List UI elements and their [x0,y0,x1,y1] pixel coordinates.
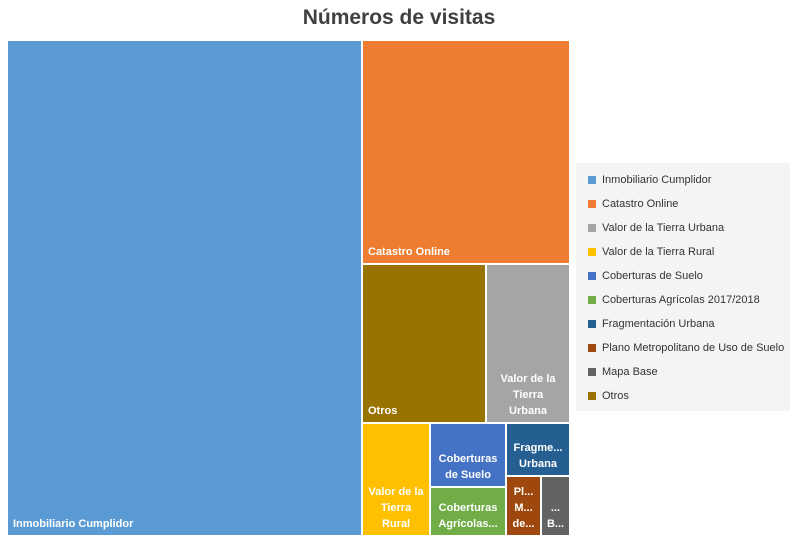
treemap-label-line: Coberturas [439,453,498,465]
legend-swatch [588,272,596,280]
legend-swatch [588,224,596,232]
treemap-tile-plano[interactable] [507,477,540,535]
treemap-label-valor-urbana: Valor de la Tierra Urbana [500,373,556,417]
treemap-tile-valor-urbana[interactable] [487,265,569,422]
chart-title: Números de visitas [302,6,496,29]
treemap-label-line: Tierra [381,502,412,514]
legend-item-fragmentacion[interactable]: Fragmentación Urbana [588,316,715,332]
treemap-tile-inmobiliario[interactable] [8,41,361,535]
treemap-label-catastro: Catastro Online [368,246,450,258]
treemap-label-otros: Otros [368,405,397,417]
treemap-tile-valor-rural[interactable] [363,424,429,535]
treemap-label-valor-rural: Valor de la Tierra Rural [368,486,424,530]
treemap-tile-coberturas-agricolas[interactable] [431,488,505,535]
treemap-tile-coberturas-suelo[interactable] [431,424,505,486]
treemap-label-line: Inmobiliario Cumplidor [13,518,134,530]
legend-label: Valor de la Tierra Rural [602,246,715,258]
legend-swatch [588,344,596,352]
legend-label: Valor de la Tierra Urbana [602,222,725,234]
treemap-label-inmobiliario: Inmobiliario Cumplidor [13,518,134,530]
treemap-tile-catastro[interactable] [363,41,569,263]
treemap-label-line: Otros [368,405,397,417]
legend-swatch [588,200,596,208]
legend-swatch [588,248,596,256]
treemap-label-line: Agrícolas... [438,518,497,530]
treemap-label-line: M... [514,502,532,514]
treemap-label-coberturas-suelo: Coberturas de Suelo [439,453,498,481]
treemap-label-mapa-base: ... B... [547,502,564,530]
treemap-label-line: de Suelo [445,469,491,481]
legend-label: Inmobiliario Cumplidor [602,174,712,186]
treemap-label-line: Pl... [514,486,534,498]
treemap-label-line: Urbana [509,405,548,417]
legend-item-otros[interactable]: Otros [588,388,629,404]
treemap-label-line: de... [512,518,534,530]
treemap-tile-otros[interactable] [363,265,485,422]
legend-swatch [588,392,596,400]
legend-label: Otros [602,390,629,402]
legend-label: Mapa Base [602,366,658,378]
treemap-label-coberturas-agricolas: Coberturas Agrícolas... [438,502,497,530]
legend-swatch [588,296,596,304]
treemap-tile-fragmentacion[interactable] [507,424,569,475]
treemap-label-line: B... [547,518,564,530]
legend-swatch [588,176,596,184]
legend-item-valor-urbana[interactable]: Valor de la Tierra Urbana [588,220,724,236]
treemap-label-line: ... [551,502,560,514]
legend-label: Fragmentación Urbana [602,318,715,330]
treemap-label-line: Catastro Online [368,246,450,258]
legend-swatch [588,368,596,376]
legend-label: Coberturas de Suelo [602,270,703,282]
legend-label: Coberturas Agrícolas 2017/2018 [602,294,760,306]
chart-legend: Inmobiliario Cumplidor Catastro Online Val… [576,163,790,411]
legend-item-plano[interactable]: Plano Metropolitano de Uso de Suelo [588,340,784,356]
treemap-label-fragmentacion: Fragme... Urbana [514,442,563,470]
legend-item-inmobiliario[interactable]: Inmobiliario Cumplidor [588,172,711,188]
treemap-label-line: Rural [382,518,410,530]
legend-swatch [588,320,596,328]
treemap-label-line: Urbana [519,458,558,470]
legend-label: Catastro Online [602,198,679,210]
treemap-tile-mapa-base[interactable] [542,477,569,535]
treemap-label-line: Coberturas [439,502,498,514]
treemap-label-line: Fragme... [514,442,563,454]
treemap-label-line: Valor de la [368,486,424,498]
treemap-label-plano: Pl... M... de... [512,486,534,530]
treemap-label-line: Tierra [513,389,544,401]
legend-item-coberturas-agricolas[interactable]: Coberturas Agrícolas 2017/2018 [588,292,760,308]
legend-label: Plano Metropolitano de Uso de Suelo [602,342,785,354]
legend-item-coberturas-suelo[interactable]: Coberturas de Suelo [588,268,703,284]
legend-item-mapa-base[interactable]: Mapa Base [588,364,658,380]
legend-item-catastro[interactable]: Catastro Online [588,196,678,212]
legend-item-valor-rural[interactable]: Valor de la Tierra Rural [588,244,714,260]
treemap-label-line: Valor de la [500,373,556,385]
